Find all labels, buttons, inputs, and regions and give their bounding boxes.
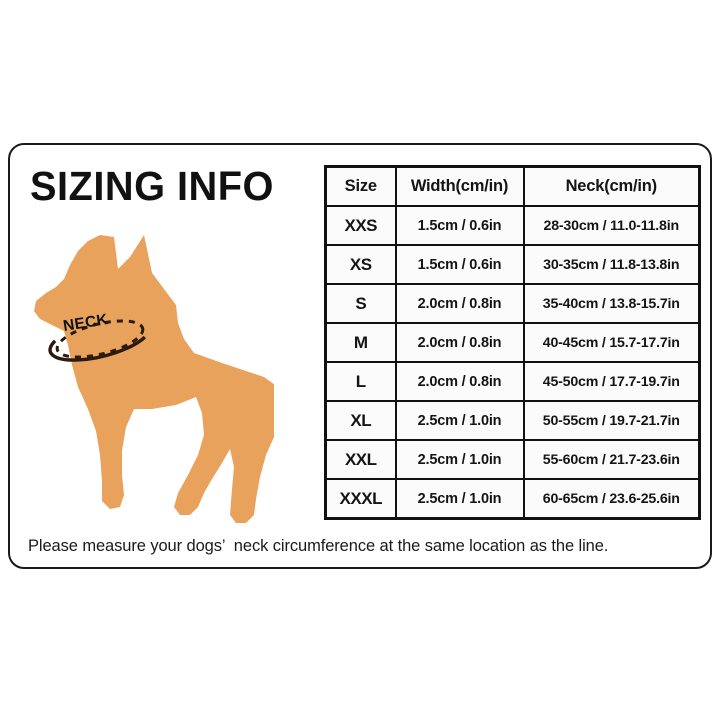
header-width: Width(cm/in) [394, 165, 525, 207]
cell-neck: 45-50cm / 17.7-19.7in [522, 361, 701, 402]
dog-illustration: NECK [26, 227, 274, 527]
cell-width: 2.0cm / 0.8in [394, 322, 525, 363]
dog-silhouette-path [34, 235, 274, 523]
cell-width: 2.5cm / 1.0in [394, 478, 525, 520]
neck-ellipse-solid-arc [48, 335, 147, 362]
cell-size: XXXL [324, 478, 397, 520]
neck-ellipse-dashed [55, 319, 145, 359]
table-row: XXXL 2.5cm / 1.0in 60-65cm / 23.6-25.6in [324, 478, 701, 520]
cell-neck: 60-65cm / 23.6-25.6in [522, 478, 701, 520]
table-row: L 2.0cm / 0.8in 45-50cm / 17.7-19.7in [324, 361, 701, 402]
cell-size: L [324, 361, 397, 402]
cell-width: 2.0cm / 0.8in [394, 283, 525, 324]
neck-measure-ellipse [48, 319, 147, 362]
cell-neck: 30-35cm / 11.8-13.8in [522, 244, 701, 285]
table-row: M 2.0cm / 0.8in 40-45cm / 15.7-17.7in [324, 322, 701, 363]
cell-neck: 35-40cm / 13.8-15.7in [522, 283, 701, 324]
cell-size: XL [324, 400, 397, 441]
header-neck: Neck(cm/in) [522, 165, 701, 207]
table-row: XS 1.5cm / 0.6in 30-35cm / 11.8-13.8in [324, 244, 701, 285]
size-table-container: Size Width(cm/in) Neck(cm/in) XXS 1.5cm … [324, 165, 701, 520]
header-size: Size [324, 165, 397, 207]
cell-width: 1.5cm / 0.6in [394, 205, 525, 246]
table-body: XXS 1.5cm / 0.6in 28-30cm / 11.0-11.8in … [324, 205, 701, 520]
cell-width: 2.5cm / 1.0in [394, 400, 525, 441]
size-table: Size Width(cm/in) Neck(cm/in) XXS 1.5cm … [324, 165, 701, 520]
table-row: XL 2.5cm / 1.0in 50-55cm / 19.7-21.7in [324, 400, 701, 441]
sizing-info-card: SIZING INFO NECK Size Width(cm/ [8, 143, 712, 569]
cell-size: M [324, 322, 397, 363]
cell-width: 1.5cm / 0.6in [394, 244, 525, 285]
table-row: XXS 1.5cm / 0.6in 28-30cm / 11.0-11.8in [324, 205, 701, 246]
cell-size: S [324, 283, 397, 324]
table-row: XXL 2.5cm / 1.0in 55-60cm / 21.7-23.6in [324, 439, 701, 480]
cell-width: 2.5cm / 1.0in [394, 439, 525, 480]
page-title: SIZING INFO [30, 163, 274, 209]
table-header: Size Width(cm/in) Neck(cm/in) [324, 165, 701, 207]
cell-neck: 55-60cm / 21.7-23.6in [522, 439, 701, 480]
neck-label-text: NECK [62, 311, 110, 335]
cell-size: XXS [324, 205, 397, 246]
cell-size: XXL [324, 439, 397, 480]
cell-size: XS [324, 244, 397, 285]
measurement-caption: Please measure your dogs’ neck circumfer… [28, 537, 609, 555]
cell-neck: 40-45cm / 15.7-17.7in [522, 322, 701, 363]
cell-neck: 28-30cm / 11.0-11.8in [522, 205, 701, 246]
table-row: S 2.0cm / 0.8in 35-40cm / 13.8-15.7in [324, 283, 701, 324]
dog-body-shape [34, 235, 274, 523]
cell-neck: 50-55cm / 19.7-21.7in [522, 400, 701, 441]
table-header-row: Size Width(cm/in) Neck(cm/in) [324, 165, 701, 207]
cell-width: 2.0cm / 0.8in [394, 361, 525, 402]
